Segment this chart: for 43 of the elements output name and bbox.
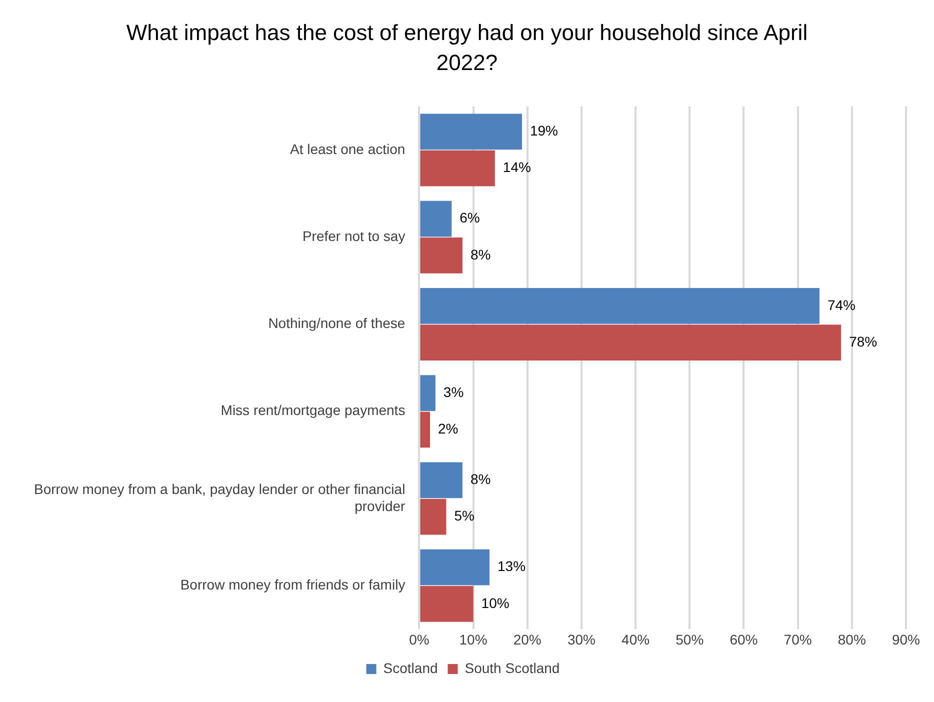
y-tick-label: Nothing/none of these: [268, 315, 406, 332]
data-label: 10%: [481, 594, 510, 611]
bar: [420, 549, 490, 586]
data-label: 5%: [454, 508, 474, 524]
x-tick-label: 30%: [567, 631, 596, 648]
data-label: 19%: [530, 122, 558, 139]
bar: [420, 412, 430, 448]
y-tick-label: Borrow money from friends or family: [180, 576, 406, 592]
bar: [420, 462, 462, 498]
y-tick-label: Prefer not to say: [302, 228, 406, 244]
bar: [420, 237, 462, 274]
bar: [420, 375, 436, 411]
bar: [420, 324, 842, 360]
data-label: 8%: [470, 246, 491, 262]
x-tick-label: 90%: [892, 631, 920, 648]
bar: [420, 498, 446, 535]
x-tick-label: 40%: [622, 631, 650, 648]
bar: [420, 586, 474, 622]
x-tick-label: 20%: [513, 631, 542, 648]
data-label: 13%: [498, 558, 526, 574]
data-label: 8%: [470, 471, 491, 488]
y-tick-label: At least one action: [290, 140, 406, 157]
bar: [420, 150, 495, 186]
bar: [420, 200, 452, 237]
data-label: 6%: [460, 210, 480, 226]
data-label: 74%: [827, 296, 856, 313]
x-tick-label: 70%: [784, 631, 812, 648]
data-label: 3%: [443, 384, 464, 400]
bar: [420, 288, 820, 324]
x-tick-label: 60%: [730, 631, 758, 648]
chart-title: What impact has the cost of energy had on your household since April 2022?: [125, 19, 809, 77]
data-label: 78%: [849, 333, 878, 350]
y-tick-label: Borrow money from a bank, payday lender or other financial provider: [34, 480, 406, 514]
legend-label: Scotland: [383, 660, 438, 676]
x-tick-label: 50%: [676, 631, 704, 648]
data-label: 2%: [438, 420, 458, 437]
x-tick-label: 0%: [409, 631, 430, 648]
x-tick-label: 80%: [838, 631, 866, 648]
bar: [420, 114, 522, 150]
data-label: 14%: [502, 159, 531, 176]
legend-label: South Scotland: [464, 660, 560, 676]
y-tick-label: Miss rent/mortgage payments: [220, 402, 406, 418]
x-tick-label: 10%: [459, 631, 488, 648]
